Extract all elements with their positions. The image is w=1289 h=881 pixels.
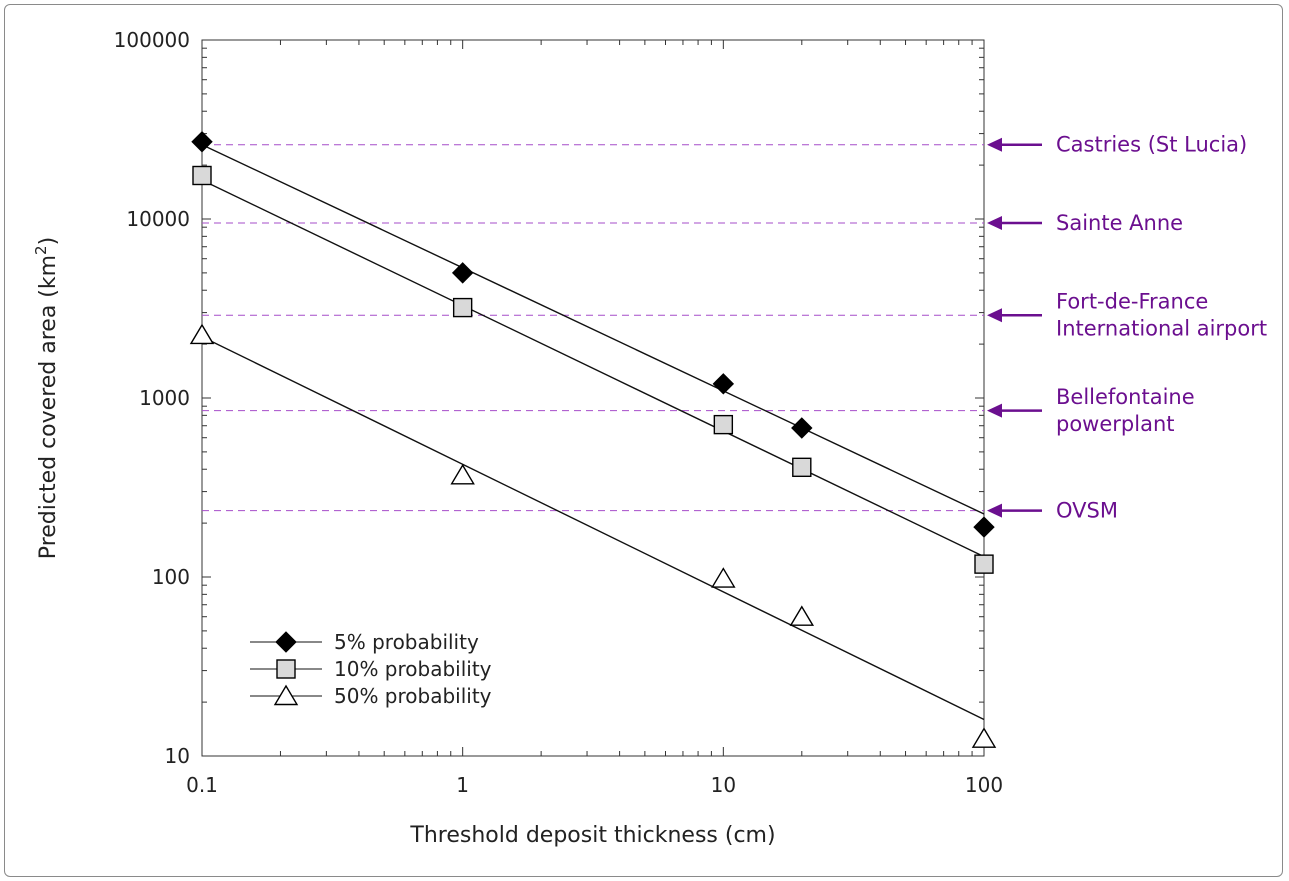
legend-label: 5% probability [334,630,479,654]
y-axis-title-superscript: 2 [32,245,50,255]
legend: 5% probability 10% probability 50% probabi… [250,630,492,708]
reference-label: Castries (St Lucia) [1056,133,1247,157]
diamond-point [973,516,995,538]
legend-label: 50% probability [334,684,492,708]
x-tick-label: 1 [456,773,469,797]
diamond-point [451,262,474,284]
triangle-point [711,567,736,588]
legend-diamond-icon [275,631,297,653]
y-tick-label: 1000 [139,386,190,410]
y-axis-title: Predicted covered area (km2) [32,237,61,559]
diamond-point [712,373,735,395]
arrow-left-icon [987,215,1002,230]
reference-label: Sainte Anne [1056,211,1183,235]
triangle-point [450,463,475,485]
y-tick-label: 100 [152,565,190,589]
fit-line [201,179,985,558]
y-tick-label: 100000 [114,28,190,52]
legend-triangle-icon [273,684,299,706]
diamond-point [791,417,813,439]
legend-square-icon [276,659,296,679]
legend-label: 10% probability [334,657,492,681]
y-axis-title-close: ) [36,237,61,246]
figure-frame [4,4,1283,877]
triangle-point [189,323,215,345]
reference-label: OVSM [1056,499,1118,523]
diamond-point [191,131,213,153]
reference-label: powerplant [1056,412,1174,436]
x-axis-title: Threshold deposit thickness (cm) [409,823,775,848]
arrow-left-icon [987,403,1002,418]
y-tick-label: 10 [165,744,190,768]
fit-line [201,144,985,515]
x-tick-label: 0.1 [186,773,218,797]
x-tick-label: 100 [965,773,1003,797]
fit-line [201,336,985,721]
arrow-left-icon [987,137,1002,152]
square-point [974,554,994,574]
square-point [713,414,734,435]
reference-label: International airport [1056,317,1267,341]
y-tick-label: 10000 [126,207,190,231]
square-point [192,165,212,186]
arrow-left-icon [987,503,1002,518]
reference-label: Bellefontaine [1056,385,1195,409]
triangle-point [789,605,815,626]
x-tick-label: 10 [711,773,736,797]
plot-area [201,39,985,757]
arrow-left-icon [987,308,1002,323]
square-point [792,457,812,478]
triangle-point [971,727,997,748]
reference-label: Fort-de-France [1056,290,1208,314]
square-point [452,297,473,318]
